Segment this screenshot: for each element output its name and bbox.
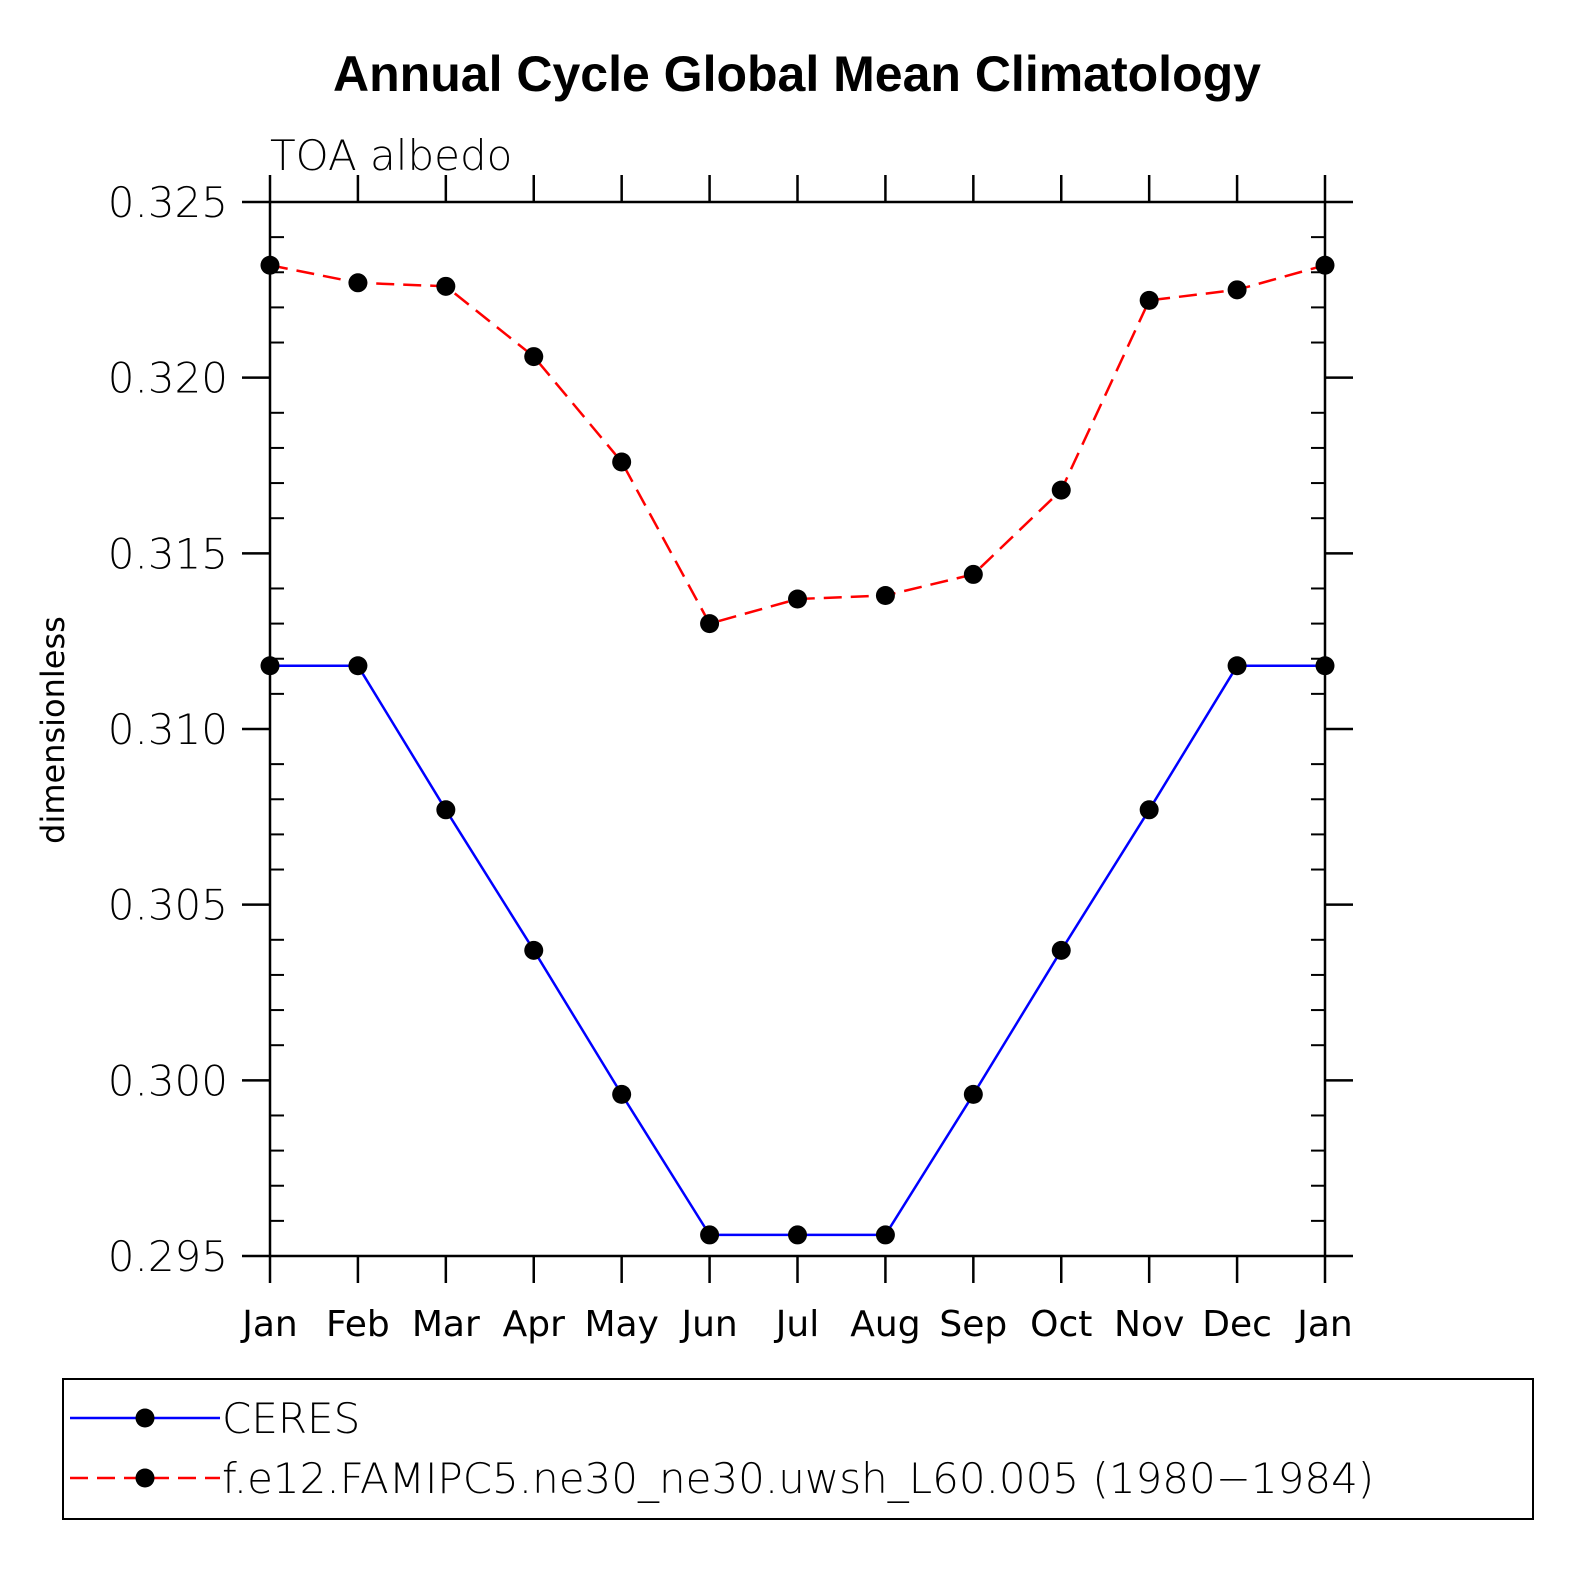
x-tick-label: Dec	[1202, 1304, 1272, 1345]
data-point	[700, 614, 720, 634]
data-point	[1227, 656, 1247, 676]
data-point	[348, 273, 368, 293]
x-tick-label: Apr	[503, 1304, 565, 1345]
data-point	[963, 1084, 983, 1104]
data-point	[1051, 940, 1071, 960]
y-tick-label: 0.320	[108, 354, 228, 403]
legend-box	[62, 1378, 1534, 1520]
x-tick-label: Jan	[1295, 1304, 1353, 1345]
data-point	[260, 656, 280, 676]
data-point	[788, 1225, 807, 1245]
x-tick-label: Aug	[850, 1304, 920, 1345]
data-point	[1139, 800, 1159, 820]
x-tick-label: Feb	[326, 1304, 390, 1345]
data-point	[436, 800, 456, 820]
series-1	[260, 656, 1335, 1245]
y-tick-label: 0.310	[108, 705, 228, 754]
data-point	[1051, 480, 1071, 500]
data-point	[1227, 280, 1247, 300]
x-tick-label: Jun	[679, 1304, 737, 1345]
data-point	[875, 585, 895, 605]
data-point	[1315, 255, 1335, 275]
x-tick-label: Sep	[939, 1304, 1007, 1345]
x-tick-label: Jul	[774, 1304, 819, 1345]
chart-subtitle: TOA albedo	[270, 131, 512, 180]
data-point	[963, 564, 983, 584]
legend: CERES f.e12.FAMIPC5.ne30_ne30.uwsh_L60.00…	[70, 1394, 1374, 1503]
chart-title: Annual Cycle Global Mean Climatology	[333, 46, 1261, 102]
y-tick-label: 0.325	[108, 178, 228, 227]
series-2	[260, 255, 1335, 634]
data-point	[1315, 656, 1335, 676]
data-point	[524, 940, 544, 960]
y-tick-label: 0.305	[108, 881, 228, 930]
x-tick-label: Jan	[240, 1304, 298, 1345]
data-point	[260, 255, 280, 275]
y-axis-label: dimensionless	[34, 616, 72, 844]
legend-label-1: CERES	[222, 1394, 360, 1443]
x-tick-label: Mar	[412, 1304, 480, 1345]
legend-label-2: f.e12.FAMIPC5.ne30_ne30.uwsh_L60.005 (19…	[222, 1454, 1374, 1503]
plot-axes: 0.295 0.300 0.305 0.310 0.315 0.320 0.325 Jan Fe…	[108, 175, 1353, 1345]
data-point	[524, 347, 544, 367]
series-layer	[260, 255, 1335, 1245]
legend-marker-1	[135, 1408, 155, 1428]
data-point	[788, 589, 807, 609]
data-point	[612, 452, 632, 472]
data-point	[612, 1084, 632, 1104]
series-line	[269, 263, 1326, 626]
data-point	[1139, 290, 1159, 310]
y-tick-label: 0.300	[108, 1056, 228, 1105]
x-tick-label: Oct	[1030, 1304, 1092, 1345]
legend-marker-2	[135, 1468, 155, 1488]
data-point	[436, 276, 456, 296]
series-line	[270, 664, 1325, 1237]
data-point	[348, 656, 368, 676]
x-tick-label: Nov	[1114, 1304, 1184, 1345]
data-point	[875, 1225, 895, 1245]
y-tick-label: 0.315	[108, 529, 228, 578]
y-tick-label: 0.295	[108, 1232, 228, 1281]
data-point	[700, 1225, 720, 1245]
x-tick-label: May	[584, 1304, 658, 1345]
